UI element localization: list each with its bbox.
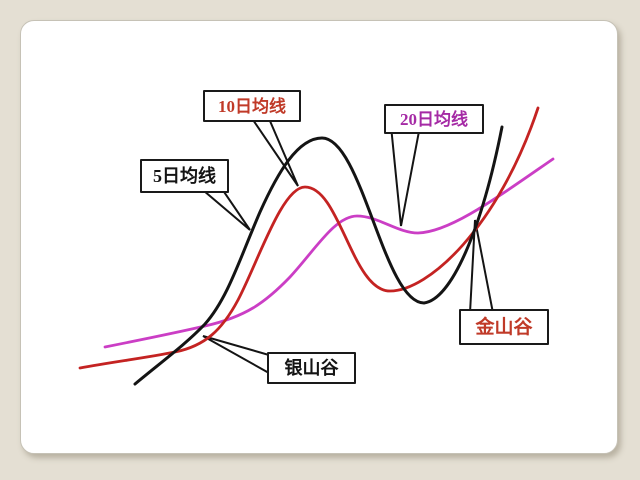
golden-valley-label-box: 金山谷	[459, 309, 549, 345]
golden-valley-label: 金山谷	[475, 316, 533, 338]
ma10-label: 10日均线	[218, 96, 286, 116]
ma5-curve	[133, 125, 504, 386]
ma5-label: 5日均线	[153, 166, 216, 186]
ma20-curve	[103, 157, 555, 349]
callout-arrow-ma10	[247, 113, 299, 187]
callout-arrow-silver-valley	[202, 335, 270, 375]
silver-valley-label: 银山谷	[284, 358, 339, 378]
ma20-label-box: 20日均线	[384, 104, 484, 134]
ma5-label-box: 5日均线	[140, 159, 229, 193]
ma10-label-box: 10日均线	[203, 90, 301, 122]
ma20-label: 20日均线	[400, 109, 468, 129]
silver-valley-label-box: 银山谷	[267, 352, 356, 384]
callout-arrow-ma20	[389, 125, 422, 227]
